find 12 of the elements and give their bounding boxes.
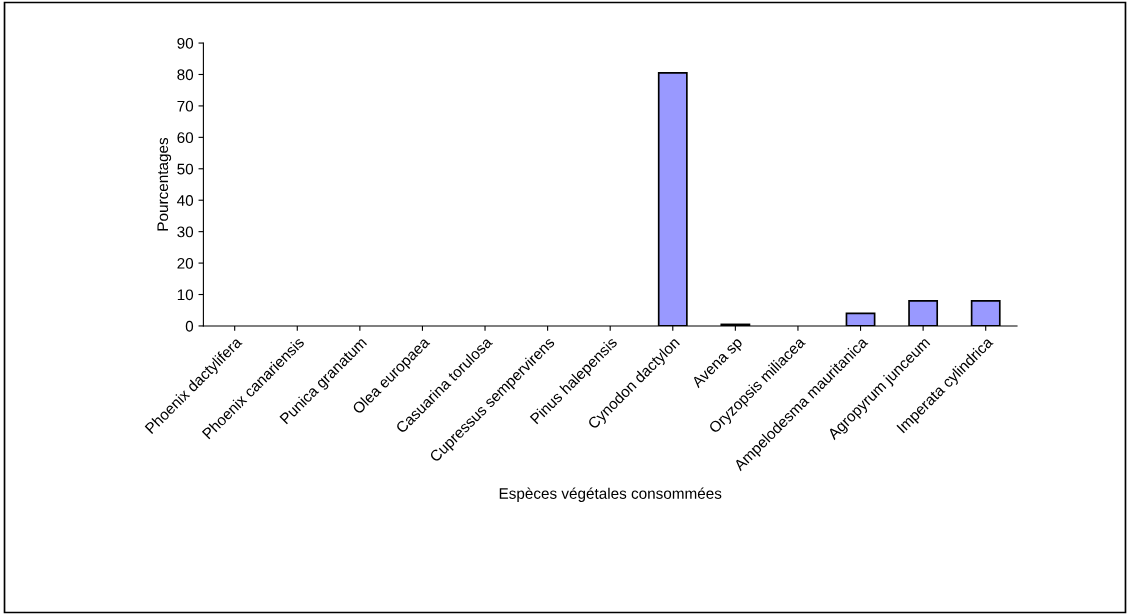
y-tick-label: 70 bbox=[177, 100, 194, 112]
y-tick-label: 30 bbox=[177, 226, 194, 238]
y-tick-label: 40 bbox=[177, 195, 194, 206]
y-tick-label: 0 bbox=[185, 320, 194, 332]
y-tick-label: 10 bbox=[177, 289, 194, 301]
y-tick-label: 80 bbox=[177, 69, 194, 81]
y-axis-title: Pourcentages bbox=[157, 137, 172, 231]
x-axis-title: Espèces végétales consommées bbox=[499, 487, 722, 502]
y-tick-label: 90 bbox=[177, 37, 194, 49]
y-tick-label: 50 bbox=[177, 163, 194, 175]
y-tick-label: 60 bbox=[177, 132, 194, 144]
y-tick-label: 20 bbox=[177, 257, 194, 269]
